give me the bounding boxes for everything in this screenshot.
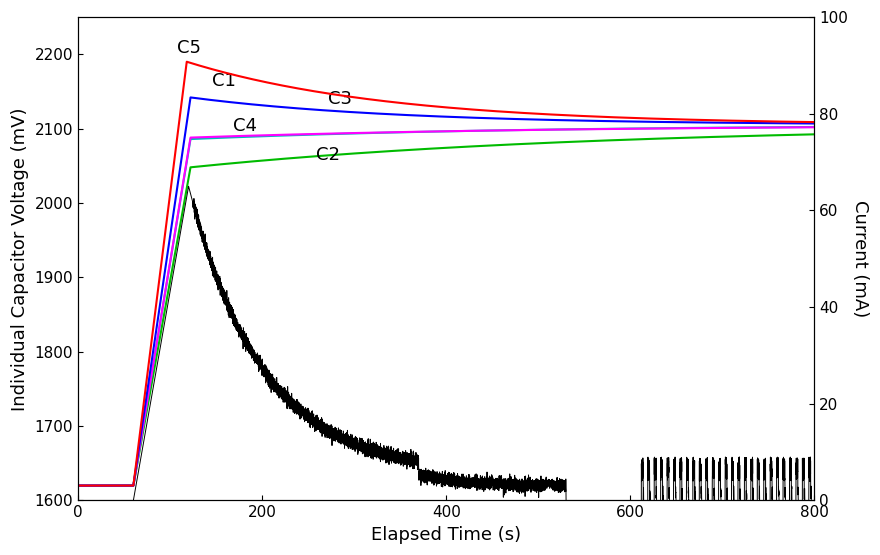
X-axis label: Elapsed Time (s): Elapsed Time (s) <box>371 526 521 544</box>
Text: C2: C2 <box>316 147 340 164</box>
Text: C4: C4 <box>232 117 257 135</box>
Text: C5: C5 <box>177 38 201 57</box>
Text: C3: C3 <box>328 90 353 108</box>
Y-axis label: Individual Capacitor Voltage (mV): Individual Capacitor Voltage (mV) <box>11 107 29 411</box>
Y-axis label: Current (mA): Current (mA) <box>851 200 869 317</box>
Text: C1: C1 <box>211 72 236 90</box>
